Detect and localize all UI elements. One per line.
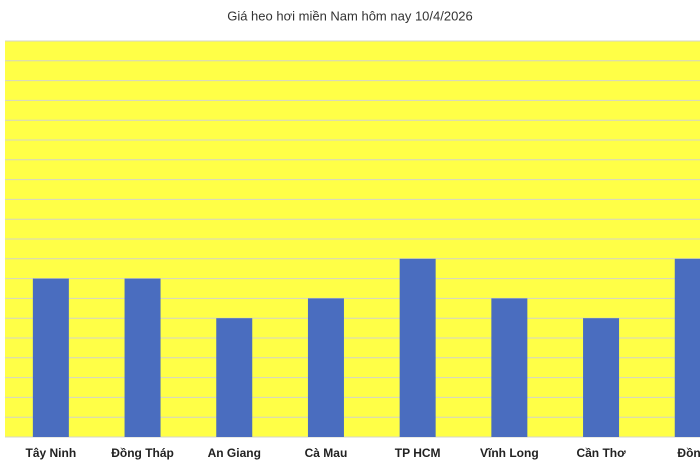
bar — [32, 278, 69, 437]
bar — [307, 298, 344, 437]
x-tick-label: Đồng Tháp — [111, 446, 174, 460]
x-tick-label: TP HCM — [395, 446, 441, 460]
x-tick-label: Vĩnh Long — [480, 446, 539, 460]
bar — [491, 298, 528, 437]
bar — [124, 278, 161, 437]
x-tick-label: Cà Mau — [305, 446, 348, 460]
bar — [583, 318, 620, 437]
bar — [216, 318, 253, 437]
x-tick-label: Tây Ninh — [26, 446, 77, 460]
x-tick-label: Cần Thơ — [576, 446, 626, 460]
x-tick-label: An Giang — [208, 446, 261, 460]
bar — [674, 258, 700, 437]
x-tick-label: Đồng — [677, 446, 700, 460]
chart-title: Giá heo hơi miền Nam hôm nay 10/4/2026 — [227, 8, 473, 23]
plot-area: Tây Ninh Đồng Tháp An Giang Cà Mau TP HCM Vĩn… — [5, 40, 700, 460]
bar — [399, 258, 436, 437]
